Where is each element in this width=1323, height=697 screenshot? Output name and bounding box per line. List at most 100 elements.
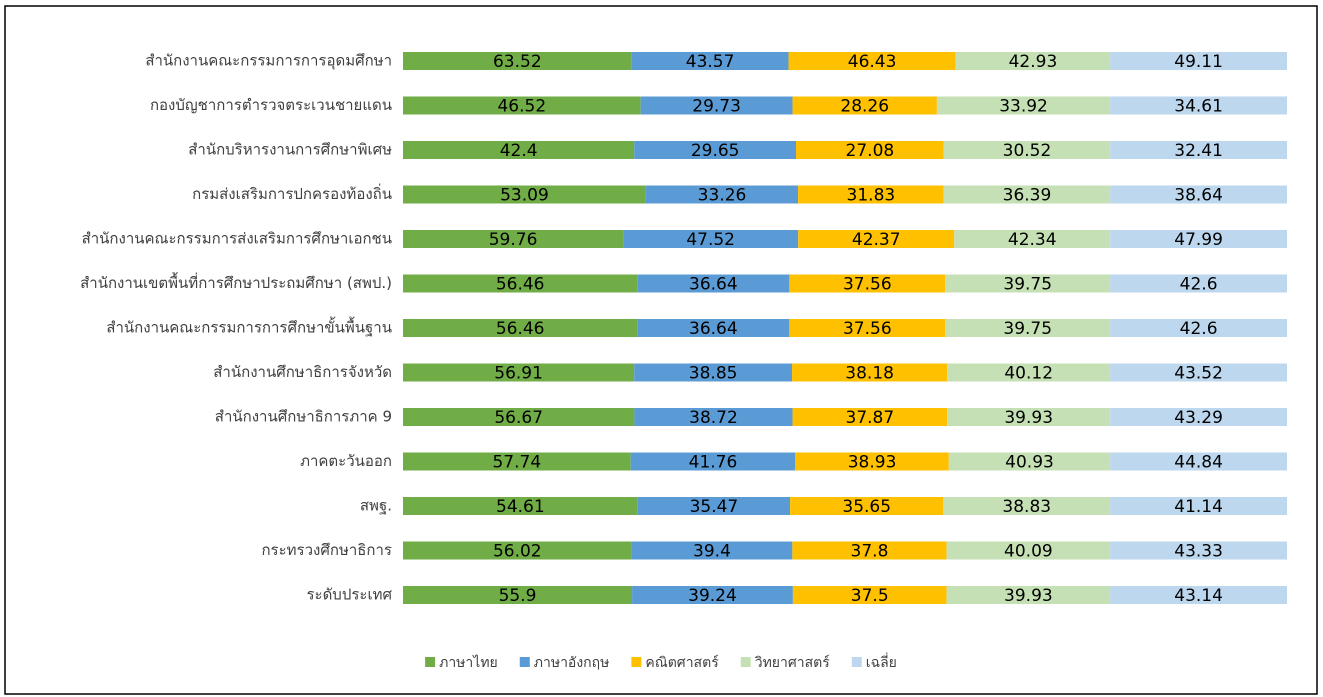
bar-segment: [623, 230, 799, 248]
bar-segment: [403, 274, 638, 293]
bar-segment: [943, 497, 1111, 515]
bar-segment: [403, 586, 633, 604]
bar-segment: [634, 408, 793, 426]
y-tick-label: สำนักงานศึกษาธิการจังหวัด: [213, 363, 392, 381]
bar-segment: [1110, 185, 1287, 204]
bar-segment: [1110, 96, 1287, 115]
bar-segment: [403, 541, 632, 560]
y-tick-label: ภาคตะวันออก: [300, 452, 392, 470]
y-tick-label: สพฐ.: [360, 497, 392, 515]
legend-swatch: [740, 657, 751, 667]
bar-segment: [637, 319, 790, 337]
legend-label: ภาษาไทย: [439, 654, 498, 671]
data-label: 54.61: [496, 497, 545, 517]
bar-segment: [1110, 141, 1287, 159]
bar-segment: [403, 52, 632, 70]
bar-segment: [790, 497, 944, 515]
bar-segment: [946, 541, 1111, 560]
data-label: 38.18: [845, 364, 894, 384]
chart-frame: [4, 5, 1318, 695]
data-label: 40.12: [1004, 364, 1053, 384]
data-label: 49.11: [1174, 52, 1223, 72]
bar-segment: [403, 452, 631, 471]
bar-segment: [1110, 586, 1287, 604]
bar-segment: [403, 497, 638, 515]
data-label: 53.09: [500, 186, 549, 206]
data-label: 32.41: [1174, 141, 1223, 161]
data-label: 29.73: [692, 97, 741, 117]
bar-segment: [1110, 274, 1287, 293]
bar-segment: [947, 363, 1111, 382]
data-label: 28.26: [840, 97, 889, 117]
data-label: 27.08: [846, 141, 895, 161]
data-label: 36.39: [1003, 186, 1052, 206]
bar-segment: [792, 96, 937, 115]
bar-segment: [792, 586, 947, 604]
data-label: 35.47: [690, 497, 739, 517]
data-label: 63.52: [493, 52, 542, 72]
data-label: 43.52: [1174, 364, 1223, 384]
data-label: 41.14: [1174, 497, 1223, 517]
data-label: 31.83: [847, 186, 896, 206]
bar-segment: [1110, 452, 1287, 471]
data-label: 33.92: [999, 97, 1048, 117]
data-label: 38.64: [1174, 186, 1223, 206]
bar-segment: [947, 408, 1111, 426]
bar-segment: [630, 452, 796, 471]
bar-segment: [789, 319, 946, 337]
data-label: 39.93: [1004, 586, 1053, 606]
bar-segment: [954, 230, 1111, 248]
data-label: 47.52: [686, 230, 735, 250]
bar-segment: [792, 408, 948, 426]
legend-label: วิทยาศาสตร์: [755, 654, 831, 671]
data-label: 55.9: [499, 586, 537, 606]
bar-segment: [792, 541, 947, 560]
y-tick-label: กรมส่งเสริมการปกครองท้องถิ่น: [192, 183, 392, 203]
bar-segment: [796, 141, 944, 159]
legend-label: คณิตศาสตร์: [645, 654, 719, 671]
bar-segment: [946, 586, 1111, 604]
data-label: 42.37: [852, 230, 901, 250]
legend-swatch: [631, 657, 642, 667]
bar-segment: [798, 230, 955, 248]
legend-swatch: [519, 657, 530, 667]
data-label: 56.67: [494, 408, 543, 428]
data-label: 56.46: [496, 275, 545, 295]
data-label: 43.33: [1174, 542, 1223, 562]
bar-segment: [798, 185, 944, 204]
bar-segment: [788, 52, 956, 70]
data-label: 38.93: [848, 453, 897, 473]
legend-label: เฉลี่ย: [866, 653, 897, 671]
data-label: 42.6: [1180, 319, 1218, 339]
data-label: 37.56: [843, 319, 892, 339]
bar-segment: [1110, 408, 1287, 426]
bar-segment: [955, 52, 1111, 70]
bar-segment: [943, 141, 1111, 159]
bar-segment: [637, 274, 790, 293]
bar-segment: [1110, 363, 1287, 382]
data-label: 36.64: [689, 319, 738, 339]
bar-segment: [792, 363, 948, 382]
data-label: 57.74: [492, 453, 541, 473]
bar-segment: [403, 408, 635, 426]
y-tick-label: สำนักงานคณะกรรมการส่งเสริมการศึกษาเอกชน: [82, 230, 392, 248]
bar-segment: [632, 586, 793, 604]
data-label: 43.57: [686, 52, 735, 72]
data-label: 37.5: [851, 586, 889, 606]
data-label: 39.4: [693, 542, 731, 562]
data-label: 56.91: [494, 364, 543, 384]
legend-label: ภาษาอังกฤษ: [534, 655, 610, 671]
bar-segment: [795, 452, 949, 471]
data-label: 39.93: [1004, 408, 1053, 428]
bar-segment: [403, 230, 624, 248]
y-tick-label: สำนักบริหารงานการศึกษาพิเศษ: [188, 141, 392, 159]
data-label: 37.8: [851, 542, 889, 562]
bar-segment: [403, 319, 638, 337]
data-label: 33.26: [698, 186, 747, 206]
bar-segment: [1110, 52, 1287, 70]
bar-segment: [403, 363, 635, 382]
bar-segment: [1110, 541, 1287, 560]
data-label: 39.75: [1003, 319, 1052, 339]
bar-segment: [789, 274, 946, 293]
